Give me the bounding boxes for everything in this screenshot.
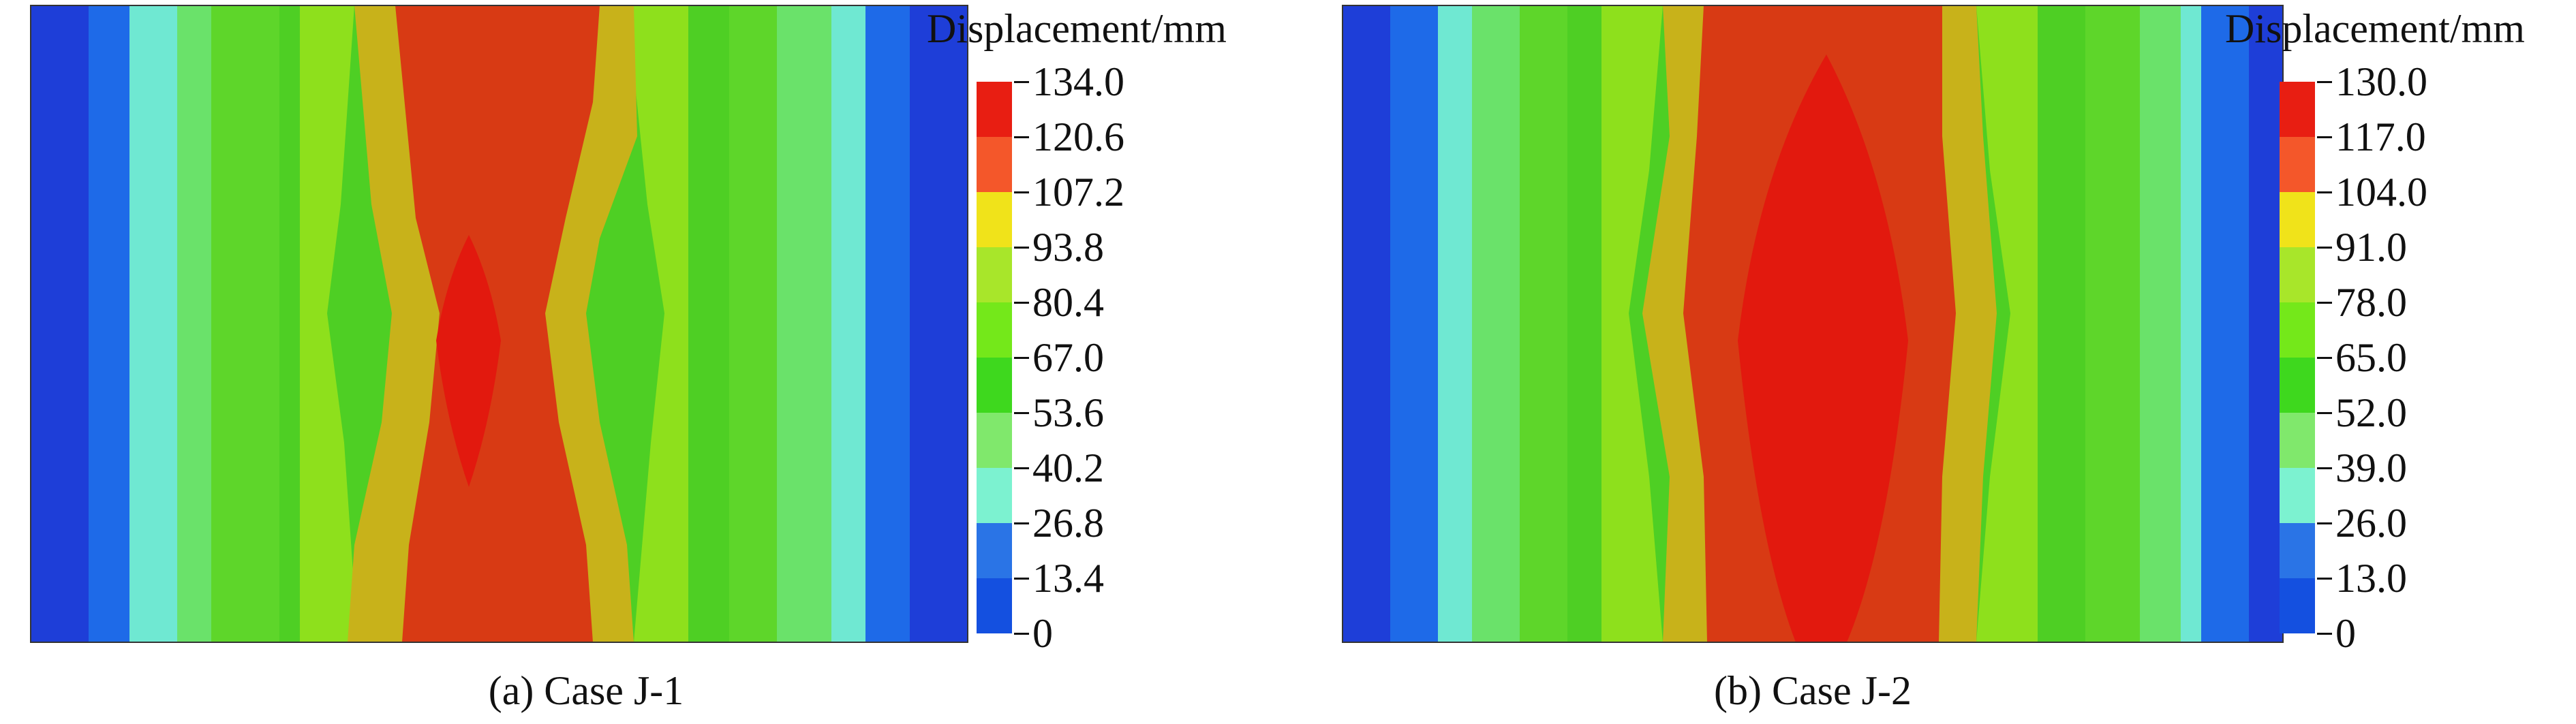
colorbar-segment bbox=[977, 523, 1012, 578]
tick-label: 91.0 bbox=[2335, 225, 2407, 270]
colorbar-segment bbox=[977, 137, 1012, 192]
colorbar-segment bbox=[2280, 82, 2315, 137]
figure-caption: (a) Case J-1 bbox=[488, 668, 684, 713]
band-yellow-green-left bbox=[1601, 5, 1663, 642]
band-yellow-green-right bbox=[627, 5, 688, 642]
tick-mark bbox=[1014, 412, 1029, 414]
colorbar-segment bbox=[2280, 523, 2315, 578]
tick-label: 117.0 bbox=[2335, 114, 2426, 159]
tick-label: 130.0 bbox=[2335, 59, 2427, 104]
legend-title: Displacement/mm bbox=[927, 6, 1227, 51]
tick-mark bbox=[1014, 302, 1029, 304]
tick-label: 120.6 bbox=[1032, 114, 1124, 159]
tick-mark bbox=[1014, 633, 1029, 635]
colorbar-segment bbox=[2280, 468, 2315, 523]
colorbar-segment bbox=[977, 413, 1012, 468]
tick-mark bbox=[1014, 357, 1029, 359]
tick-mark bbox=[1014, 247, 1029, 249]
tick-label: 65.0 bbox=[2335, 335, 2407, 380]
tick-mark bbox=[2317, 467, 2332, 469]
tick-label: 52.0 bbox=[2335, 390, 2407, 435]
colorbar-segment bbox=[2280, 192, 2315, 247]
tick-mark bbox=[2317, 633, 2332, 635]
colorbar bbox=[977, 82, 1012, 633]
displacement-contour-plot bbox=[30, 5, 968, 643]
tick-label: 78.0 bbox=[2335, 280, 2407, 325]
colorbar-segment bbox=[977, 302, 1012, 358]
tick-label: 40.2 bbox=[1032, 445, 1104, 490]
band-red-core bbox=[436, 235, 501, 487]
band-red-core bbox=[1738, 54, 1908, 642]
tick-label: 104.0 bbox=[2335, 170, 2427, 215]
tick-mark bbox=[2317, 522, 2332, 524]
colorbar-segment bbox=[977, 247, 1012, 302]
colorbar-segment bbox=[977, 578, 1012, 633]
colorbar-segment bbox=[2280, 413, 2315, 468]
panel-case-j1: Displacement/mm 134.0 120.6 107.2 93.8 8… bbox=[30, 5, 1227, 713]
tick-label: 13.0 bbox=[2335, 556, 2407, 601]
plot-frame bbox=[30, 5, 968, 643]
legend-title: Displacement/mm bbox=[2225, 6, 2525, 51]
tick-label: 0 bbox=[1032, 611, 1053, 656]
tick-mark bbox=[1014, 136, 1029, 138]
colorbar-segment bbox=[977, 358, 1012, 413]
displacement-contour-plot bbox=[1342, 5, 2284, 643]
tick-mark bbox=[1014, 81, 1029, 83]
tick-mark bbox=[2317, 191, 2332, 193]
colorbar-segment bbox=[2280, 137, 2315, 192]
contour-bands bbox=[31, 5, 968, 642]
colorbar bbox=[2280, 82, 2315, 633]
tick-label: 13.4 bbox=[1032, 556, 1104, 601]
tick-label: 134.0 bbox=[1032, 59, 1124, 104]
tick-mark bbox=[1014, 522, 1029, 524]
colorbar-segment bbox=[977, 192, 1012, 247]
band-yellow-green-right bbox=[1976, 5, 2038, 642]
colorbar-segment bbox=[977, 82, 1012, 137]
band-yellow-green-left bbox=[300, 5, 358, 642]
tick-label: 0 bbox=[2335, 611, 2356, 656]
tick-label: 107.2 bbox=[1032, 170, 1124, 215]
tick-mark bbox=[2317, 302, 2332, 304]
tick-label: 26.0 bbox=[2335, 501, 2407, 546]
tick-mark bbox=[1014, 191, 1029, 193]
figure-caption: (b) Case J-2 bbox=[1714, 668, 1912, 713]
colorbar-segment bbox=[2280, 302, 2315, 358]
tick-label: 53.6 bbox=[1032, 390, 1104, 435]
colorbar-segment bbox=[977, 468, 1012, 523]
tick-mark bbox=[2317, 247, 2332, 249]
tick-mark bbox=[1014, 578, 1029, 580]
panel-case-j2: Displacement/mm 130.0 117.0 104.0 91.0 7… bbox=[1288, 0, 2576, 724]
tick-mark bbox=[2317, 412, 2332, 414]
tick-mark bbox=[2317, 81, 2332, 83]
colorbar-segment bbox=[2280, 578, 2315, 633]
colorbar-segment bbox=[2280, 247, 2315, 302]
tick-label: 67.0 bbox=[1032, 335, 1104, 380]
tick-label: 39.0 bbox=[2335, 445, 2407, 490]
colorbar-segment bbox=[2280, 358, 2315, 413]
tick-mark bbox=[2317, 578, 2332, 580]
contour-bands bbox=[1343, 5, 2283, 642]
tick-mark bbox=[2317, 357, 2332, 359]
tick-mark bbox=[1014, 467, 1029, 469]
tick-label: 93.8 bbox=[1032, 225, 1104, 270]
tick-label: 26.8 bbox=[1032, 501, 1104, 546]
tick-mark bbox=[2317, 136, 2332, 138]
tick-label: 80.4 bbox=[1032, 280, 1104, 325]
